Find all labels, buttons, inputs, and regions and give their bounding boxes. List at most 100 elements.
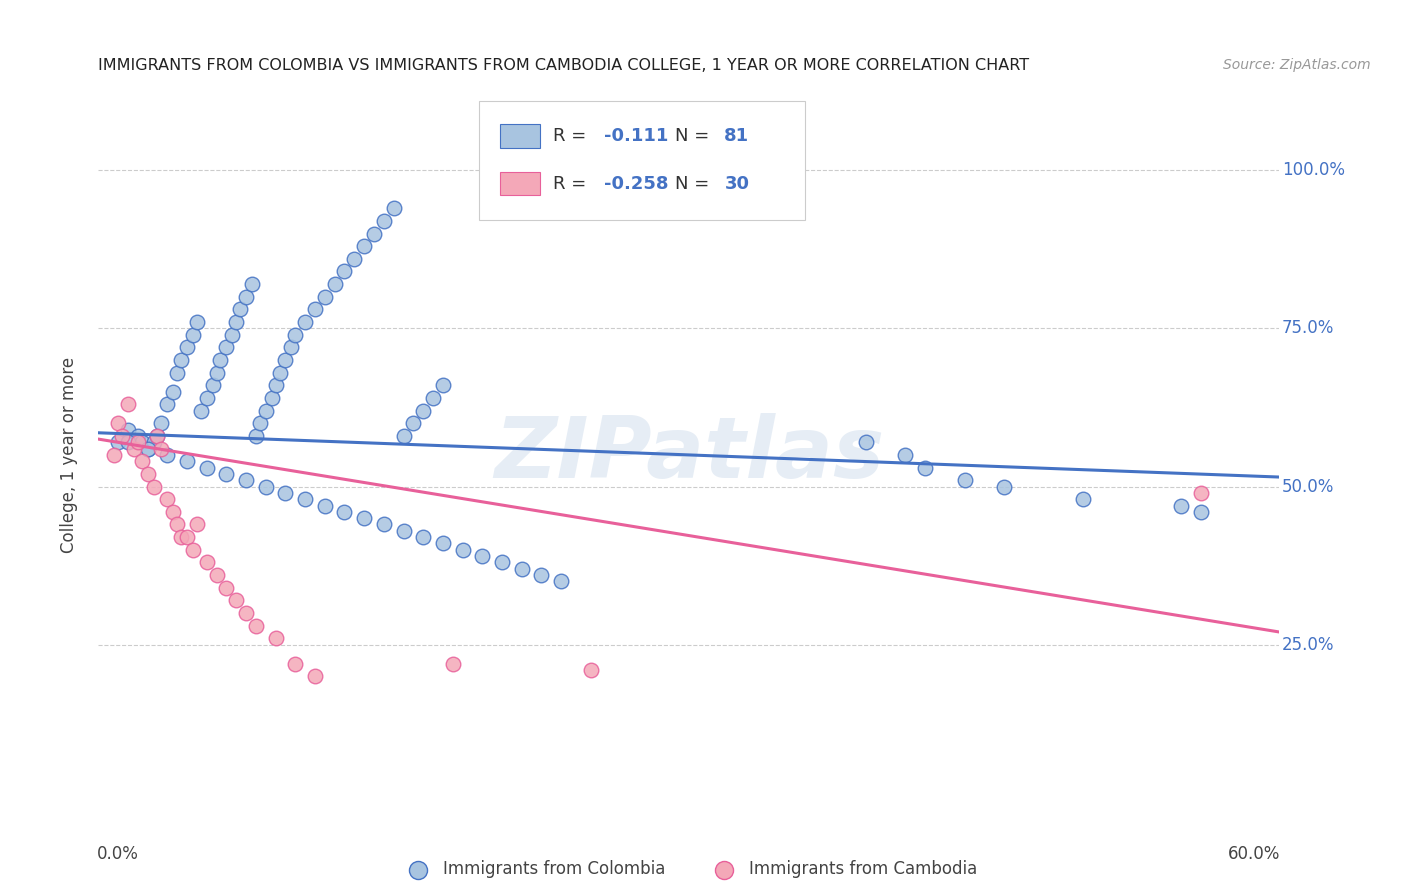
- Text: R =: R =: [553, 175, 592, 193]
- Point: [343, 252, 366, 266]
- Point: [225, 315, 247, 329]
- Point: [1071, 492, 1094, 507]
- Point: [186, 315, 208, 329]
- Point: [855, 435, 877, 450]
- Point: [215, 467, 238, 481]
- Point: [264, 632, 287, 646]
- Point: [382, 201, 405, 215]
- Point: [195, 556, 218, 570]
- Point: [510, 562, 533, 576]
- FancyBboxPatch shape: [478, 102, 804, 220]
- Point: [353, 511, 375, 525]
- Point: [195, 391, 218, 405]
- Point: [314, 499, 336, 513]
- Point: [432, 536, 454, 550]
- FancyBboxPatch shape: [501, 172, 540, 195]
- Point: [190, 403, 212, 417]
- Point: [373, 214, 395, 228]
- Point: [274, 486, 297, 500]
- Text: ZIPatlas: ZIPatlas: [494, 413, 884, 497]
- Point: [122, 442, 145, 456]
- Point: [274, 353, 297, 368]
- Point: [284, 327, 307, 342]
- Point: [323, 277, 346, 292]
- Point: [229, 302, 252, 317]
- Point: [245, 429, 267, 443]
- Point: [103, 448, 125, 462]
- Point: [215, 581, 238, 595]
- Point: [294, 492, 316, 507]
- Text: N =: N =: [675, 128, 714, 145]
- Point: [170, 353, 193, 368]
- Point: [579, 663, 602, 677]
- Point: [260, 391, 283, 405]
- Text: 81: 81: [724, 128, 749, 145]
- Text: 75.0%: 75.0%: [1282, 319, 1334, 337]
- Text: IMMIGRANTS FROM COLOMBIA VS IMMIGRANTS FROM CAMBODIA COLLEGE, 1 YEAR OR MORE COR: IMMIGRANTS FROM COLOMBIA VS IMMIGRANTS F…: [98, 58, 1029, 73]
- Point: [491, 556, 513, 570]
- Point: [235, 473, 257, 487]
- Y-axis label: College, 1 year or more: College, 1 year or more: [59, 357, 77, 553]
- Point: [166, 366, 188, 380]
- Point: [156, 448, 179, 462]
- Point: [111, 429, 134, 443]
- Point: [127, 429, 149, 443]
- Point: [107, 435, 129, 450]
- Point: [131, 435, 153, 450]
- Point: [314, 290, 336, 304]
- Point: [953, 473, 976, 487]
- Point: [186, 517, 208, 532]
- Text: 0.0%: 0.0%: [97, 845, 139, 863]
- Text: 100.0%: 100.0%: [1282, 161, 1344, 179]
- Point: [530, 568, 553, 582]
- Point: [392, 524, 415, 538]
- Point: [269, 366, 291, 380]
- Point: [205, 366, 228, 380]
- Point: [136, 442, 159, 456]
- Point: [353, 239, 375, 253]
- Point: [412, 530, 434, 544]
- Point: [176, 454, 198, 468]
- Point: [170, 530, 193, 544]
- Point: [201, 378, 224, 392]
- Point: [142, 479, 165, 493]
- Point: [150, 417, 173, 431]
- Point: [195, 460, 218, 475]
- Point: [136, 442, 159, 456]
- Point: [284, 657, 307, 671]
- Point: [156, 397, 179, 411]
- Point: [176, 340, 198, 354]
- Point: [127, 435, 149, 450]
- Point: [162, 384, 184, 399]
- Text: 25.0%: 25.0%: [1282, 636, 1334, 654]
- Point: [221, 327, 243, 342]
- Text: 60.0%: 60.0%: [1229, 845, 1281, 863]
- Point: [162, 505, 184, 519]
- Point: [254, 403, 277, 417]
- Text: -0.111: -0.111: [605, 128, 668, 145]
- Point: [422, 391, 444, 405]
- Point: [373, 517, 395, 532]
- Point: [181, 327, 204, 342]
- Point: [304, 669, 326, 683]
- Point: [432, 378, 454, 392]
- Text: N =: N =: [675, 175, 714, 193]
- Point: [107, 417, 129, 431]
- Point: [166, 517, 188, 532]
- Point: [1189, 505, 1212, 519]
- Point: [550, 574, 572, 589]
- Point: [245, 618, 267, 632]
- Point: [235, 290, 257, 304]
- Legend: Immigrants from Colombia, Immigrants from Cambodia: Immigrants from Colombia, Immigrants fro…: [395, 854, 983, 885]
- Point: [412, 403, 434, 417]
- Point: [894, 448, 917, 462]
- Point: [181, 542, 204, 557]
- Point: [117, 423, 139, 437]
- Point: [294, 315, 316, 329]
- Text: Source: ZipAtlas.com: Source: ZipAtlas.com: [1223, 58, 1371, 72]
- Point: [264, 378, 287, 392]
- Text: R =: R =: [553, 128, 592, 145]
- Point: [471, 549, 494, 563]
- Point: [1189, 486, 1212, 500]
- Point: [993, 479, 1015, 493]
